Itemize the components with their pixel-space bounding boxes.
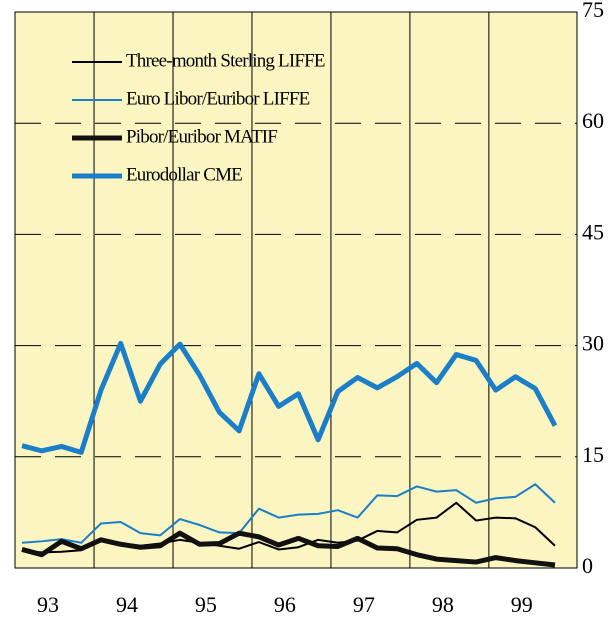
- series-line: [21, 340, 558, 455]
- legend-label: Euro Libor/Euribor LIFFE: [126, 88, 310, 109]
- x-tick-label: 95: [195, 592, 217, 617]
- plot-background: [15, 12, 577, 568]
- x-tick-label: 99: [511, 592, 533, 617]
- y-tick-label: 45: [582, 219, 604, 244]
- y-tick-label: 15: [582, 442, 604, 467]
- y-tick-label: 60: [582, 108, 604, 133]
- x-tick-label: 98: [432, 592, 454, 617]
- x-tick-label: 97: [353, 592, 375, 617]
- legend-label: Pibor/Euribor MATIF: [126, 126, 277, 147]
- series-line: [21, 530, 556, 568]
- y-tick-label: 0: [582, 553, 593, 578]
- legend-label: Three-month Sterling LIFFE: [126, 50, 325, 71]
- series-line: [21, 483, 556, 544]
- y-tick-label: 30: [582, 331, 604, 356]
- x-tick-label: 94: [116, 592, 138, 617]
- x-tick-label: 96: [274, 592, 296, 617]
- x-tick-label: 93: [37, 592, 59, 617]
- y-tick-label: 75: [582, 0, 604, 22]
- plot-frame: [14, 11, 578, 569]
- legend-label: Eurodollar CME: [126, 164, 242, 185]
